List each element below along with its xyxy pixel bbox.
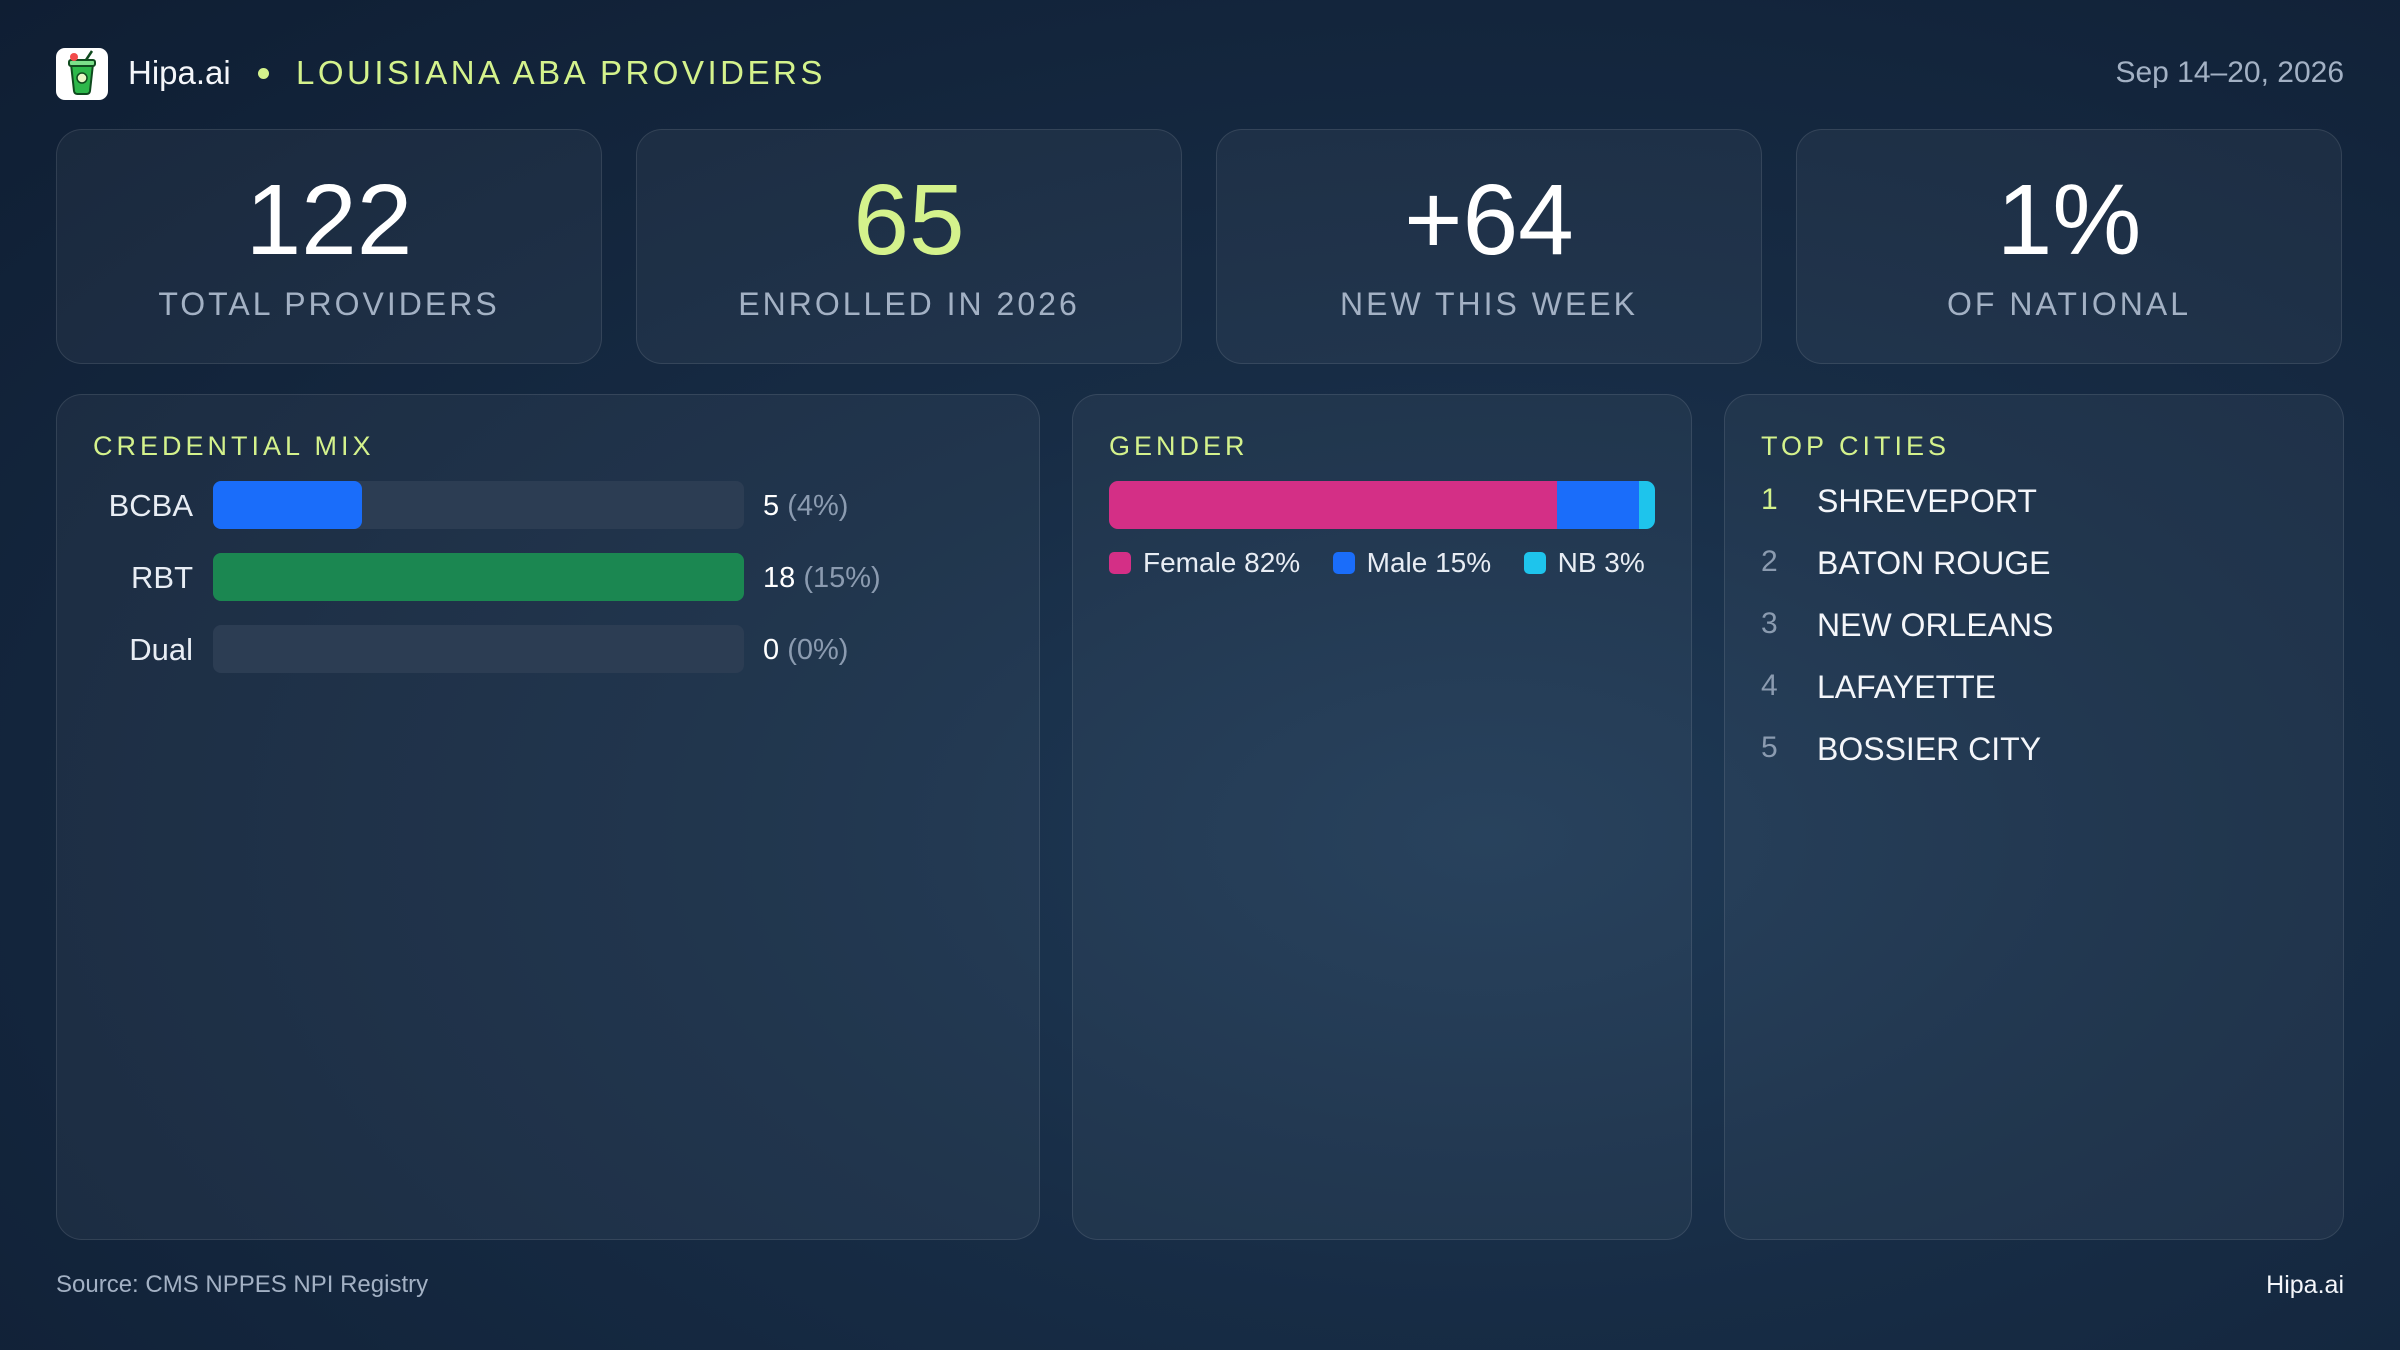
city-rank: 1: [1761, 483, 1778, 516]
credential-row-bcba: BCBA 5 (4%): [57, 481, 1039, 529]
credential-value: 18 (15%): [763, 562, 881, 595]
panel-title: TOP CITIES: [1761, 431, 1951, 461]
credential-row-dual: Dual 0 (0%): [57, 625, 1039, 673]
credential-label: RBT: [131, 560, 193, 595]
legend-swatch: [1332, 552, 1355, 574]
footer-source: Source: CMS NPPES NPI Registry: [56, 1271, 429, 1298]
gender-legend: Female 82% Male 15% NB 3%: [1109, 547, 1673, 587]
kpi-value: 122: [245, 164, 413, 276]
gender-segment-female: [1109, 481, 1557, 529]
credential-bar-fill: [213, 553, 744, 601]
panel-title: GENDER: [1109, 431, 1249, 461]
legend-label: Male 15%: [1366, 547, 1492, 578]
footer-brand: Hipa.ai: [2266, 1271, 2344, 1299]
legend-swatch: [1109, 552, 1131, 574]
kpi-card-enrolled-2026: 65 ENROLLED IN 2026: [636, 129, 1182, 364]
gender-segment-nb: [1638, 481, 1655, 529]
credential-percent: (0%): [787, 634, 849, 666]
kpi-label: ENROLLED IN 2026: [738, 286, 1080, 322]
kpi-card-of-national: 1% OF NATIONAL: [1796, 129, 2342, 364]
credential-count: 5: [763, 490, 780, 522]
credential-row-rbt: RBT 18 (15%): [57, 553, 1039, 601]
credential-value: 5 (4%): [763, 490, 848, 523]
credential-count: 18: [763, 562, 796, 594]
date-range: Sep 14–20, 2026: [2115, 56, 2344, 89]
gender-panel: GENDER Female 82% Male 15% NB 3%: [1072, 394, 1692, 1240]
city-name: BOSSIER CITY: [1817, 731, 2042, 767]
credential-bar-fill: [213, 481, 362, 529]
title-separator-dot: [258, 68, 269, 79]
kpi-value: 1%: [1996, 164, 2142, 276]
city-rank: 3: [1761, 607, 1778, 640]
credential-percent: (4%): [787, 490, 849, 522]
legend-item-male: Male 15%: [1332, 547, 1492, 579]
report-title: LOUISIANA ABA PROVIDERS: [296, 54, 826, 91]
city-name: NEW ORLEANS: [1817, 607, 2054, 643]
top-cities-panel: TOP CITIES 1 SHREVEPORT 2 BATON ROUGE 3 …: [1724, 394, 2344, 1240]
gender-stacked-bar: [1109, 481, 1655, 529]
credential-bar-track: [213, 553, 744, 601]
credential-count: 0: [763, 634, 780, 666]
credential-label: BCBA: [108, 488, 193, 523]
legend-item-nb: NB 3%: [1523, 547, 1645, 579]
city-name: SHREVEPORT: [1817, 483, 2037, 519]
panel-title: CREDENTIAL MIX: [93, 431, 375, 461]
header: Hipa.ai LOUISIANA ABA PROVIDERS Sep 14–2…: [56, 46, 2344, 102]
credential-mix-panel: CREDENTIAL MIX BCBA 5 (4%) RBT 18 (15%) …: [56, 394, 1040, 1240]
kpi-label: TOTAL PROVIDERS: [158, 286, 500, 322]
brand-name: Hipa.ai: [128, 54, 231, 91]
kpi-value: +64: [1404, 164, 1574, 276]
city-name: BATON ROUGE: [1817, 545, 2051, 581]
kpi-label: NEW THIS WEEK: [1340, 286, 1638, 322]
city-rank: 5: [1761, 731, 1778, 764]
city-rank: 4: [1761, 669, 1778, 702]
kpi-value: 65: [853, 164, 965, 276]
city-name: LAFAYETTE: [1817, 669, 1997, 705]
legend-item-female: Female 82%: [1109, 547, 1300, 579]
drink-cup-icon: [56, 48, 108, 100]
city-rank: 2: [1761, 545, 1778, 578]
kpi-card-total-providers: 122 TOTAL PROVIDERS: [56, 129, 602, 364]
credential-label: Dual: [129, 632, 193, 667]
kpi-card-new-this-week: +64 NEW THIS WEEK: [1216, 129, 1762, 364]
kpi-label: OF NATIONAL: [1947, 286, 2191, 322]
legend-label: NB 3%: [1557, 547, 1645, 578]
credential-value: 0 (0%): [763, 634, 848, 667]
credential-bar-track: [213, 625, 744, 673]
gender-segment-male: [1556, 481, 1639, 529]
legend-swatch: [1523, 552, 1546, 574]
credential-bar-track: [213, 481, 744, 529]
credential-percent: (15%): [803, 562, 881, 594]
legend-label: Female 82%: [1143, 547, 1301, 578]
